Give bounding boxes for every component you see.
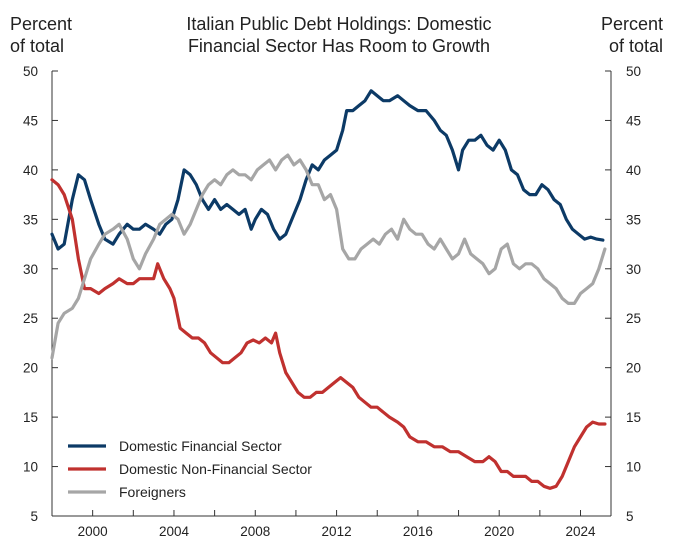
y-tick-label-right: 40 [626, 163, 641, 178]
right-axis-unit-label: Percent of total [601, 13, 663, 57]
left-axis-unit-label: Percent of total [10, 13, 72, 57]
right-axis-unit-line1: Percent [600, 14, 663, 34]
y-tick-label-left: 35 [23, 212, 38, 227]
y-tick-label-left: 45 [23, 113, 38, 128]
legend-label-1: Domestic Financial Sector [119, 438, 282, 454]
y-tick-label-right: 15 [626, 410, 641, 425]
y-tick-label-right: 10 [626, 460, 641, 475]
y-tick-label-right: 5 [626, 509, 634, 524]
y-tick-label-right: 45 [626, 113, 641, 128]
y-tick-label-left: 15 [23, 410, 38, 425]
y-tick-label-right: 20 [626, 361, 641, 376]
x-tick-label: 2020 [484, 524, 514, 539]
x-tick-label: 2016 [403, 524, 433, 539]
y-tick-label-left: 30 [23, 262, 38, 277]
x-tick-label: 2000 [78, 524, 108, 539]
y-tick-label-left: 20 [23, 361, 38, 376]
chart-legend: Domestic Financial Sector Domestic Non-Fi… [68, 438, 312, 500]
chart-title-line2: Financial Sector Has Room to Growth [187, 36, 491, 56]
y-tick-label-left: 5 [30, 509, 38, 524]
chart-title-line1: Italian Public Debt Holdings: Domestic [186, 14, 492, 34]
y-tick-label-right: 25 [626, 311, 641, 326]
series-line-1 [50, 89, 605, 251]
x-tick-label: 2012 [322, 524, 352, 539]
y-tick-label-left: 25 [23, 311, 38, 326]
x-tick-label: 2024 [565, 524, 596, 539]
x-tick-label: 2008 [240, 524, 270, 539]
left-axis-unit-line2: of total [10, 36, 65, 56]
series-line-2 [50, 178, 607, 490]
y-tick-label-right: 50 [626, 64, 641, 79]
legend-label-3: Foreigners [119, 484, 186, 500]
chart-title: Italian Public Debt Holdings: Domestic F… [140, 13, 538, 57]
series-line-3 [50, 153, 607, 360]
y-tick-label-left: 50 [23, 64, 38, 79]
legend-label-2: Domestic Non-Financial Sector [119, 461, 312, 477]
right-axis-unit-line2: of total [608, 36, 663, 56]
chart-series-lines [50, 89, 607, 490]
y-tick-label-right: 35 [626, 212, 641, 227]
x-tick-label: 2004 [159, 524, 190, 539]
y-tick-label-left: 40 [23, 163, 38, 178]
y-tick-label-right: 30 [626, 262, 641, 277]
left-axis-unit-line1: Percent [10, 14, 73, 34]
y-tick-label-left: 10 [23, 460, 38, 475]
